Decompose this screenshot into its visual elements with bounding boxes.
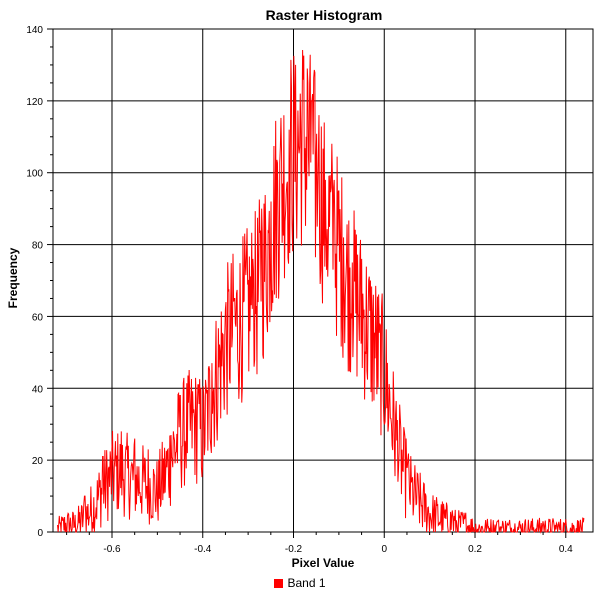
x-tick-label: -0.6: [103, 544, 121, 555]
y-axis-label: Frequency: [6, 247, 20, 308]
y-tick-label: 120: [26, 97, 43, 108]
y-tick-label: 20: [32, 456, 44, 467]
y-tick-label: 40: [32, 384, 44, 395]
y-axis-ticks: 0 20 40 60 80 100 120 140: [26, 25, 53, 539]
y-tick-label: 60: [32, 312, 44, 323]
x-tick-label: -0.4: [194, 544, 212, 555]
x-axis-ticks: -0.6 -0.4 -0.2 0 0.2 0.4: [66, 532, 573, 555]
legend: Band 1: [0, 576, 600, 590]
y-tick-label: 80: [32, 241, 44, 252]
y-tick-label: 140: [26, 25, 43, 36]
series-layer: [57, 50, 585, 534]
series-line-band-1: [57, 50, 585, 534]
legend-label-band-1: Band 1: [287, 576, 326, 590]
chart-title: Raster Histogram: [266, 7, 383, 23]
legend-swatch-band-1: [274, 578, 284, 588]
x-tick-label: 0: [381, 544, 387, 555]
y-tick-label: 0: [37, 528, 43, 539]
y-tick-label: 100: [26, 169, 43, 180]
x-tick-label: 0.4: [559, 544, 573, 555]
x-tick-label: -0.2: [285, 544, 303, 555]
x-tick-label: 0.2: [468, 544, 482, 555]
x-axis-label: Pixel Value: [292, 556, 355, 570]
